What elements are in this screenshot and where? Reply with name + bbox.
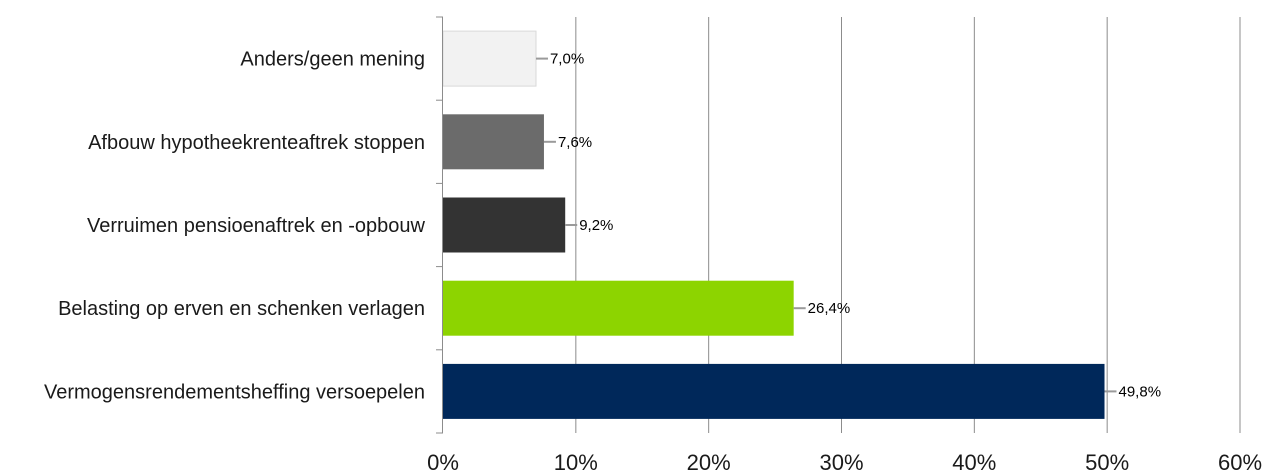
- category-label: Belasting op erven en schenken verlagen: [58, 298, 425, 320]
- category-label: Anders/geen mening: [240, 49, 425, 71]
- category-labels: Anders/geen mening Afbouw hypotheekrentea…: [44, 49, 426, 404]
- category-label: Vermogensrendementsheffing versoepelen: [44, 381, 425, 403]
- data-label: 7,6%: [558, 134, 592, 151]
- bar: [443, 114, 544, 170]
- x-tick-label: 10%: [554, 450, 598, 473]
- data-label: 49,8%: [1119, 383, 1162, 400]
- data-label-leaders: [535, 57, 1117, 393]
- bar: [442, 30, 537, 87]
- category-label: Afbouw hypotheekrenteaftrek stoppen: [88, 132, 425, 154]
- data-label: 7,0%: [550, 51, 584, 68]
- x-tick-labels: 0% 10% 20% 30% 40% 50% 60%: [427, 450, 1262, 473]
- data-label: 26,4%: [808, 300, 851, 317]
- x-tick-label: 20%: [687, 450, 731, 473]
- category-axis: [436, 16, 443, 434]
- gridlines: [575, 17, 1241, 433]
- bar: [443, 197, 566, 253]
- x-tick-label: 30%: [819, 450, 863, 473]
- data-labels: 7,0% 7,6% 9,2% 26,4% 49,8%: [550, 51, 1161, 401]
- data-label: 9,2%: [579, 217, 613, 234]
- x-tick-label: 40%: [952, 450, 996, 473]
- x-tick-label: 0%: [427, 450, 459, 473]
- category-label: Verruimen pensioenaftrek en -opbouw: [87, 215, 426, 237]
- bars: [442, 30, 1105, 419]
- bar: [443, 280, 794, 336]
- x-tick-label: 50%: [1085, 450, 1129, 473]
- x-tick-label: 60%: [1218, 450, 1262, 473]
- bar: [443, 363, 1105, 419]
